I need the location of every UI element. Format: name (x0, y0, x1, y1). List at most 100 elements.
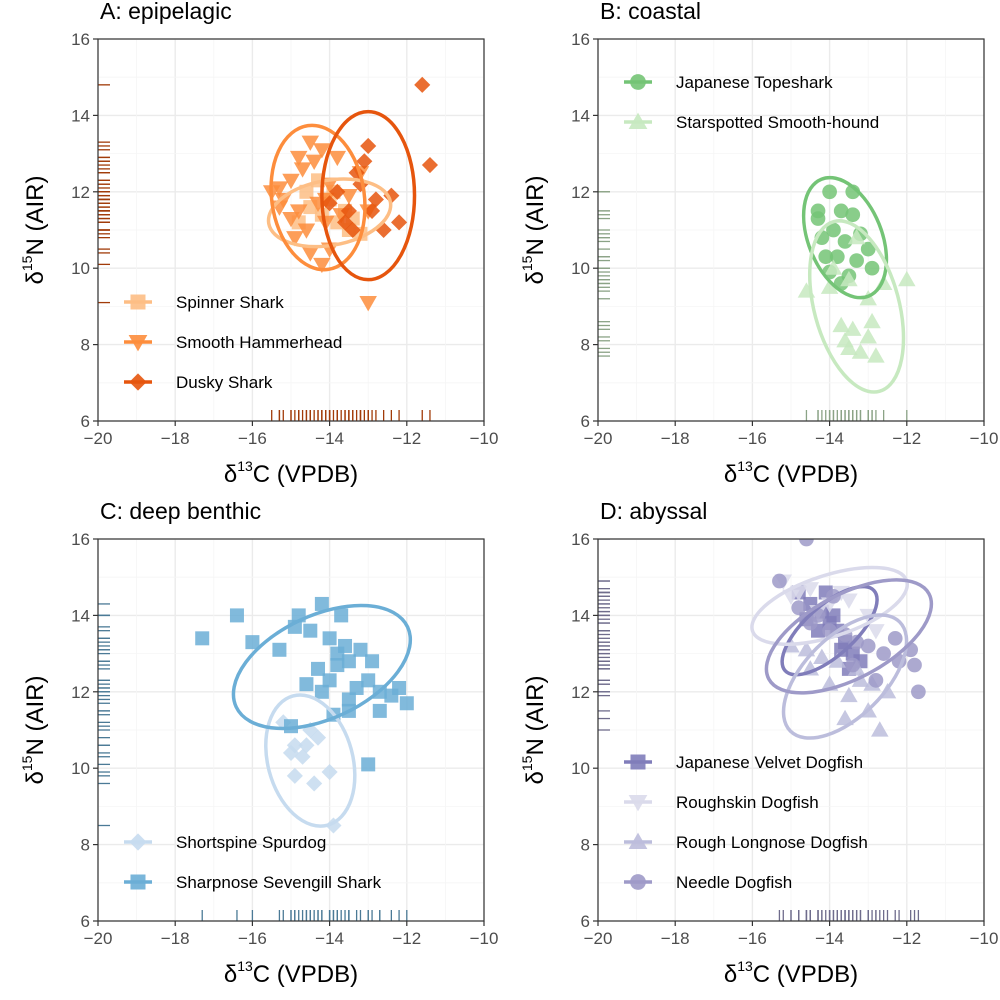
x-tick-label: −10 (970, 429, 999, 448)
series-0-ellipse (264, 693, 357, 828)
legend-label: Smooth Hammerhead (176, 333, 342, 352)
data-point (311, 661, 326, 676)
data-point (383, 187, 400, 204)
y-axis-label-main: δ (22, 271, 49, 284)
data-point (911, 684, 926, 700)
plot-area (598, 539, 934, 921)
data-point (245, 635, 260, 650)
data-point (301, 246, 320, 262)
data-point (840, 593, 858, 609)
legend-key-marker (628, 794, 648, 812)
data-point (907, 657, 922, 673)
data-point (887, 630, 903, 646)
legend-label: Roughskin Dogfish (676, 793, 819, 812)
data-point (359, 296, 377, 312)
data-point (356, 153, 373, 170)
data-point (341, 654, 356, 669)
data-point (294, 748, 311, 765)
series-1-ellipse (231, 603, 413, 731)
data-point (322, 631, 337, 646)
y-axis-label-sup: 15 (19, 255, 35, 271)
data-point (782, 589, 800, 606)
panel-border (97, 538, 485, 922)
data-point (367, 191, 384, 208)
data-point (822, 184, 837, 200)
x-tick-label: −20 (84, 429, 113, 448)
legend-label: Spinner Shark (176, 293, 284, 312)
panel-title: B: coastal (600, 0, 701, 24)
x-tick-label: −12 (392, 929, 421, 948)
data-point (229, 608, 244, 623)
data-point (832, 316, 850, 333)
y-axis-label-sup: 15 (519, 255, 535, 271)
x-tick-label: −14 (315, 929, 344, 948)
data-point (375, 221, 392, 239)
data-point (313, 257, 331, 274)
y-axis-label-sup: 15 (519, 755, 535, 771)
legend-key-marker (630, 874, 646, 890)
data-point (305, 154, 323, 170)
y-tick-label: 16 (71, 30, 90, 49)
x-tick-label: −12 (892, 429, 921, 448)
legend: Spinner Shark Smooth Hammerhead Dusky Shar… (124, 293, 342, 392)
panel-title: D: abyssal (600, 498, 707, 524)
data-point (824, 259, 843, 275)
data-point (195, 631, 210, 646)
x-tick-label: −16 (738, 429, 767, 448)
data-point (338, 638, 353, 653)
legend-label: Needle Dogfish (676, 873, 792, 892)
panel-title: A: epipelagic (100, 0, 232, 24)
plot-area (98, 76, 439, 421)
data-point (833, 203, 849, 219)
x-tick-label: −16 (238, 429, 267, 448)
panel-border (597, 38, 985, 422)
y-tick-label: 8 (81, 336, 90, 355)
data-point (299, 677, 314, 692)
x-axis-label-main: δ (724, 461, 737, 488)
y-tick-label: 6 (581, 412, 590, 431)
x-tick-label: −10 (470, 929, 499, 948)
x-axis-label-rest: C (VPDB) (253, 961, 358, 988)
x-tick-label: −18 (661, 929, 690, 948)
data-point (898, 270, 916, 287)
y-tick-label: 10 (71, 259, 90, 278)
data-point (864, 260, 880, 276)
y-tick-label: 16 (71, 530, 90, 549)
legend-key-marker (129, 833, 147, 851)
data-point (321, 763, 338, 781)
legend-label: Dusky Shark (176, 373, 273, 392)
y-axis-label-main: δ (522, 771, 549, 784)
data-point (336, 214, 354, 231)
data-point (275, 714, 292, 731)
y-axis-label-sup: 15 (19, 755, 35, 771)
data-point (340, 202, 357, 219)
data-point (306, 775, 323, 792)
legend-key-marker (630, 74, 646, 90)
series-2-ellipse (781, 613, 909, 740)
data-point (321, 195, 338, 212)
y-tick-label: 12 (71, 183, 90, 202)
y-axis-label: δ15N (AIR) (519, 176, 549, 285)
legend: Japanese Topeshark Starspotted Smooth-hou… (624, 73, 879, 132)
x-tick-label: −10 (970, 929, 999, 948)
x-axis-label-main: δ (224, 461, 237, 488)
data-point (349, 680, 364, 695)
data-point (353, 642, 368, 657)
data-point (844, 320, 862, 336)
legend-key-marker (630, 754, 646, 770)
data-point (348, 164, 365, 181)
panel-title: C: deep benthic (100, 498, 261, 524)
y-tick-label: 10 (71, 759, 90, 778)
data-point (836, 709, 854, 726)
x-tick-label: −12 (892, 929, 921, 948)
data-point (840, 270, 858, 287)
series-2-points (782, 637, 897, 737)
legend-key-marker (128, 334, 148, 352)
legend-key-marker (129, 373, 147, 391)
series-2-points (321, 76, 439, 239)
legend-key-marker (130, 874, 146, 890)
data-point (361, 757, 376, 772)
data-point (286, 231, 304, 247)
y-tick-label: 8 (581, 836, 590, 855)
